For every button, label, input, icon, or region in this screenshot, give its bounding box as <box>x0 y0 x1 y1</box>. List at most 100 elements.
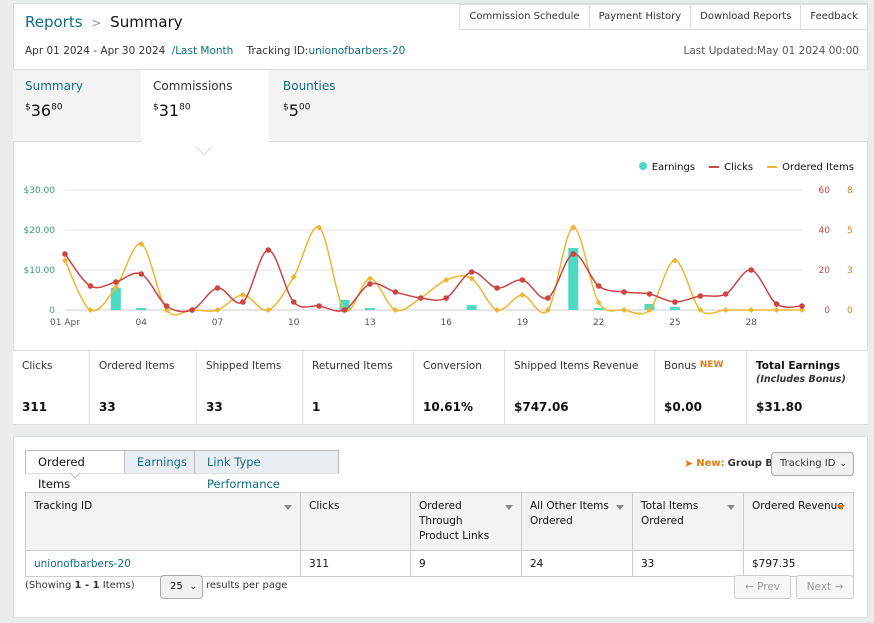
x-tick-label: 25 <box>669 318 680 328</box>
clicks-point <box>646 291 653 297</box>
last-month-link[interactable]: /Last Month <box>171 45 234 57</box>
ordered-items-point <box>316 224 323 231</box>
page-title: Summary <box>110 13 183 31</box>
ordered-items-point <box>62 257 68 264</box>
x-tick-label: 10 <box>288 318 300 328</box>
clicks-point <box>545 295 551 301</box>
tab-link-type-performance[interactable]: Link Type Performance <box>194 450 339 491</box>
x-tick-label: 07 <box>212 318 223 328</box>
clicks-point <box>341 307 348 313</box>
clicks-point <box>672 299 678 305</box>
clicks-marker-icon <box>709 166 720 168</box>
chevron-down-icon: ⌄ <box>189 582 197 592</box>
metric-returned-items: Returned Items 1 <box>303 351 414 424</box>
tab-summary-label: Summary <box>25 79 83 93</box>
tab-bounties-label: Bounties <box>283 79 336 93</box>
next-button[interactable]: Next → <box>796 575 854 599</box>
x-tick-label: 04 <box>136 318 148 328</box>
y-tick-items: 5 <box>847 226 853 236</box>
clicks-point <box>494 285 500 291</box>
top-nav: Commission Schedule Payment History Down… <box>459 4 868 30</box>
commission-schedule-link[interactable]: Commission Schedule <box>469 11 580 22</box>
clicks-line <box>64 249 803 313</box>
ordered-items-point <box>239 292 246 298</box>
y-tick-clicks: 0 <box>824 306 830 316</box>
ordered-items-point <box>697 307 704 313</box>
ordered-items-point <box>443 277 450 283</box>
payment-history-link[interactable]: Payment History <box>588 5 691 29</box>
clicks-point <box>214 285 221 291</box>
metric-shipped-revenue: Shipped Items Revenue $747.06 <box>505 351 655 424</box>
ordered-items-point <box>799 307 805 313</box>
breadcrumb-reports-link[interactable]: Reports <box>25 13 83 31</box>
y-tick-earnings: $20.00 <box>24 226 56 236</box>
clicks-point <box>621 289 627 295</box>
clicks-point <box>519 277 526 283</box>
ordered-items-point <box>87 307 94 313</box>
ordered-items-point <box>595 299 602 306</box>
y-tick-earnings: $30.00 <box>24 186 56 196</box>
download-reports-link[interactable]: Download Reports <box>690 5 800 29</box>
col-all-other-items[interactable]: All Other Items Ordered <box>521 492 633 551</box>
metric-clicks: Clicks 311 <box>13 351 90 424</box>
col-clicks[interactable]: Clicks <box>300 492 411 551</box>
ordered-items-point <box>163 307 170 313</box>
ordered-items-point <box>494 307 501 313</box>
tab-bounties[interactable]: Bounties $500 <box>271 70 399 142</box>
per-page-select[interactable]: 25 ⌄ <box>160 575 203 599</box>
clicks-point <box>189 307 195 313</box>
x-tick-label: 19 <box>517 318 529 328</box>
ordered-items-point <box>748 307 755 313</box>
ordered-items-line <box>64 226 802 316</box>
metric-ordered-items: Ordered Items 33 <box>90 351 197 424</box>
col-ordered-revenue[interactable]: Ordered Revenue <box>743 492 854 551</box>
tracking-id-link[interactable]: unionofbarbers-20 <box>308 45 406 57</box>
tab-summary[interactable]: Summary $3680 <box>13 70 141 142</box>
y-tick-items: 3 <box>847 266 853 276</box>
group-by: ➤ New: Group By: <box>684 457 784 470</box>
metric-conversion: Conversion 10.61% <box>414 351 505 424</box>
summary-tabs: Summary $3680 Commissions $3180 Bounties… <box>13 69 868 144</box>
breadcrumb: Reports > Summary <box>25 13 183 31</box>
col-total-items[interactable]: Total Items Ordered <box>632 492 744 551</box>
y-tick-items: 8 <box>847 186 853 196</box>
earnings-chart: $30.00 60 8 $20.00 40 5 $10.00 20 3 0 0 0 01 Apr 04 07… <box>24 186 854 328</box>
ordered-items-point <box>112 284 119 291</box>
prev-button[interactable]: ← Prev <box>734 575 791 599</box>
last-updated: Last Updated:May 01 2024 00:00 <box>683 45 859 57</box>
clicks-point <box>87 283 94 289</box>
clicks-point <box>138 271 145 277</box>
legend-earnings[interactable]: Earnings <box>638 162 695 173</box>
clicks-point <box>722 291 729 297</box>
group-by-select[interactable]: Tracking ID ⌄ <box>771 452 854 476</box>
col-tracking-id[interactable]: Tracking ID <box>25 492 301 551</box>
row-tracking-id-link[interactable]: unionofbarbers-20 <box>34 557 131 570</box>
group-by-new: New: <box>696 458 725 469</box>
tab-commissions[interactable]: Commissions $3180 <box>141 70 269 144</box>
clicks-point <box>443 295 450 301</box>
x-tick-label: 16 <box>440 318 452 328</box>
new-badge: NEW <box>699 360 724 370</box>
ordered-items-table: Tracking ID Clicks Ordered Through Produ… <box>25 492 854 577</box>
legend-ordered-items[interactable]: Ordered Items <box>767 162 854 173</box>
clicks-point <box>773 301 780 307</box>
ordered-items-point <box>265 307 272 313</box>
ordered-items-point <box>290 274 297 280</box>
ordered-items-point <box>519 292 526 298</box>
clicks-point <box>748 267 754 273</box>
col-ordered-through-links[interactable]: Ordered Through Product Links <box>410 492 522 551</box>
summary-amount: $3680 <box>25 101 63 120</box>
ordered-items-point <box>392 307 399 313</box>
tab-earnings[interactable]: Earnings <box>124 450 195 474</box>
ordered-items-point <box>671 257 678 264</box>
metric-bonus: Bonus NEW $0.00 <box>655 351 747 424</box>
clicks-point <box>163 303 170 309</box>
earnings-bar <box>466 305 477 310</box>
feedback-link[interactable]: Feedback <box>800 5 867 29</box>
legend-clicks[interactable]: Clicks <box>709 162 753 173</box>
x-tick-label: 01 Apr <box>50 318 80 328</box>
ordered-marker-icon <box>767 166 778 168</box>
clicks-point <box>265 247 272 253</box>
table-header-row: Tracking ID Clicks Ordered Through Produ… <box>25 492 854 551</box>
chevron-down-icon: ⌄ <box>839 459 847 469</box>
